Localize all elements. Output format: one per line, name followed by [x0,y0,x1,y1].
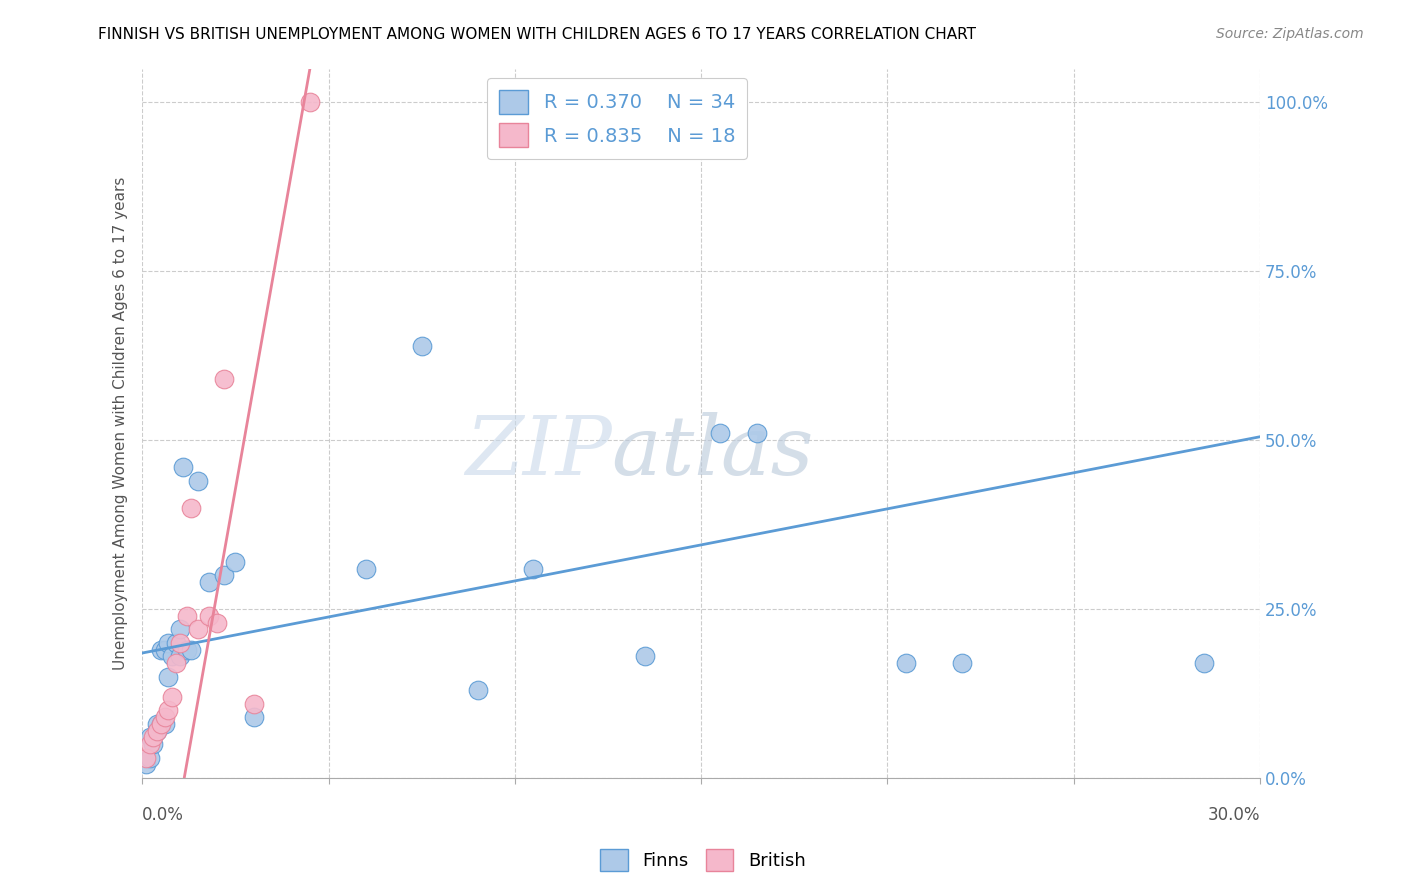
Point [157,703,180,717]
Legend: Finns, British: Finns, British [593,842,813,879]
Point [169,649,191,664]
Text: 0.0%: 0.0% [142,806,184,824]
Point [214,372,236,386]
Point [165,636,187,650]
Y-axis label: Unemployment Among Women with Children Ages 6 to 17 years: Unemployment Among Women with Children A… [114,177,128,670]
Point [180,642,202,657]
Point [467,683,489,698]
Point [165,656,187,670]
Point [214,568,236,582]
Point [180,500,202,515]
Point [224,555,246,569]
Point [142,737,165,751]
Point [153,717,176,731]
Point [142,731,165,745]
Text: Source: ZipAtlas.com: Source: ZipAtlas.com [1216,27,1364,41]
Point [187,623,209,637]
Point [149,717,172,731]
Point [146,717,169,731]
Point [146,723,169,738]
Text: FINNISH VS BRITISH UNEMPLOYMENT AMONG WOMEN WITH CHILDREN AGES 6 TO 17 YEARS COR: FINNISH VS BRITISH UNEMPLOYMENT AMONG WO… [98,27,976,42]
Text: atlas: atlas [612,411,814,491]
Text: ZIP: ZIP [465,411,612,491]
Point [1192,656,1215,670]
Point [198,575,221,590]
Point [894,656,917,670]
Point [135,757,157,772]
Point [745,426,768,441]
Point [205,615,228,630]
Point [157,670,180,684]
Point [522,561,544,575]
Point [198,608,221,623]
Point [243,697,266,711]
Point [160,690,183,704]
Point [187,474,209,488]
Point [169,636,191,650]
Text: 30.0%: 30.0% [1208,806,1260,824]
Point [634,649,657,664]
Point [950,656,973,670]
Point [139,750,162,764]
Point [139,737,162,751]
Point [157,636,180,650]
Point [153,642,176,657]
Point [411,338,433,352]
Point [172,460,194,475]
Point [169,623,191,637]
Point [135,750,157,764]
Point [149,717,172,731]
Point [176,642,198,657]
Point [139,731,162,745]
Point [153,710,176,724]
Point [354,561,377,575]
Point [243,710,266,724]
Point [149,642,172,657]
Legend: R = 0.370    N = 34, R = 0.835    N = 18: R = 0.370 N = 34, R = 0.835 N = 18 [488,78,747,159]
Point [146,723,169,738]
Point [160,649,183,664]
Point [298,95,321,110]
Point [709,426,731,441]
Point [176,608,198,623]
